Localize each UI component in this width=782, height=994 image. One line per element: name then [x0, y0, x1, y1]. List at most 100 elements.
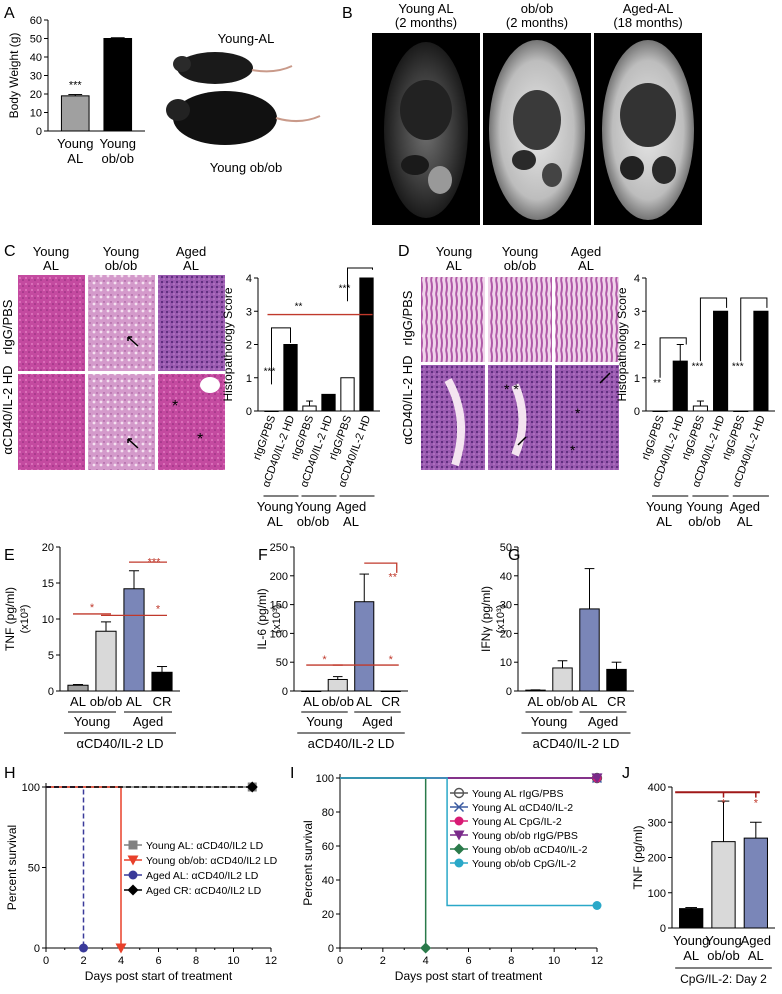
- legend-label: Young AL CpG/IL-2: [472, 816, 562, 828]
- d-arrow-2: [517, 436, 527, 446]
- significance-bracket: [659, 337, 687, 378]
- significance-label: ***: [69, 80, 83, 92]
- y-tick-label: 0: [660, 923, 666, 935]
- d-histo-young-al-control: [421, 277, 485, 362]
- group-label-line-1: Aged: [730, 499, 760, 514]
- panel-letter-e: E: [4, 547, 15, 564]
- group-label: Young: [306, 714, 342, 729]
- c-row-label-1: rIgG/PBS: [0, 299, 15, 354]
- x-category-label-line-2: AL: [683, 948, 699, 963]
- bar: [606, 668, 627, 692]
- significance-label: ***: [732, 361, 744, 372]
- mouse-photos: Young-AL Young ob/ob: [166, 31, 321, 175]
- mri-col-1-line-2: (2 months): [395, 15, 457, 30]
- x-category-label-line-1: Young: [673, 933, 709, 948]
- diamond-marker: [420, 942, 432, 954]
- d-asterisks: * *: [504, 381, 519, 397]
- photo-label-young-ob-ob: Young ob/ob: [210, 160, 283, 175]
- y-tick-label: 10: [30, 108, 42, 120]
- bar: [711, 841, 736, 929]
- y-tick-label: 3: [246, 306, 252, 318]
- d-col-header-3-line-1: Aged: [571, 244, 601, 259]
- d-col-header-3-line-2: AL: [578, 258, 594, 273]
- group-label-line-1: Young: [646, 499, 682, 514]
- mri-image-young-al: [372, 33, 480, 225]
- bar: [301, 690, 322, 692]
- x-axis-label: Days post start of treatment: [85, 969, 233, 983]
- bar: [380, 690, 401, 692]
- y-tick-label: 1: [246, 373, 252, 385]
- triangle-marker: [115, 943, 127, 954]
- bar: [359, 277, 374, 412]
- young-al-mouse-photo: [177, 52, 253, 84]
- bar: [743, 837, 768, 929]
- c-histo-young-al-treated: [18, 374, 85, 470]
- y-tick-label: 100: [648, 888, 666, 900]
- x-category-label: CR: [153, 694, 172, 709]
- d-col-header-1-line-2: AL: [446, 258, 462, 273]
- y-tick-label: 100: [22, 782, 40, 794]
- chart-f: 0 50 100 150 200 250 IL-6 (pg/ml) (x10³) AL ob/ob…: [255, 542, 408, 751]
- bar: [692, 405, 708, 412]
- square-marker: [128, 840, 138, 850]
- c-col-header-1-line-2: AL: [43, 258, 59, 273]
- y-tick-label: 40: [500, 571, 512, 583]
- x-category-label: AL: [70, 694, 86, 709]
- bar: [67, 684, 89, 692]
- significance-label: ***: [264, 366, 276, 377]
- bar: [552, 667, 573, 692]
- significance-bracket: [699, 297, 728, 362]
- bar: [327, 678, 348, 692]
- legend-label: Young ob/ob: αCD40/IL2 LD: [146, 855, 278, 867]
- y-tick-label: 1: [634, 373, 640, 385]
- x-category-label-line-1: Young: [100, 136, 136, 151]
- d-lumen-2: [511, 383, 527, 457]
- mri-col-2-line-1: ob/ob: [521, 1, 554, 16]
- bar: [264, 410, 279, 412]
- triangle-marker: [591, 773, 603, 784]
- d-asterisk-4: *: [570, 442, 576, 458]
- x-tick-label: 6: [465, 955, 471, 967]
- significance-label: **: [295, 302, 303, 313]
- x-tick-label: 0: [43, 955, 49, 967]
- y-tick-label: 4: [246, 273, 252, 285]
- x-category-label-line-2: AL: [67, 151, 83, 166]
- panel-letter-b: B: [342, 5, 353, 22]
- significance-label: *: [156, 604, 161, 616]
- y-tick-label: 0: [506, 686, 512, 698]
- y-tick-label: 30: [500, 600, 512, 612]
- group-label-line-2: ob/ob: [688, 514, 721, 529]
- y-tick-label: 300: [648, 817, 666, 829]
- significance-label: *: [90, 602, 95, 614]
- d-row-label-1: rIgG/PBS: [400, 290, 415, 345]
- panel-d: D Young AL Young ob/ob Aged AL rIgG/PBS …: [398, 243, 775, 529]
- x-category-label: CR: [381, 694, 400, 709]
- x-tick-label: 2: [380, 955, 386, 967]
- y-tick-label: 0: [48, 686, 54, 698]
- bar: [283, 344, 298, 412]
- legend-label: Young ob/ob αCD40/IL-2: [472, 844, 588, 856]
- y-tick-label: 200: [270, 571, 288, 583]
- d-histo-aged-al-treated: [555, 365, 619, 470]
- group-label-line-1: Young: [686, 499, 722, 514]
- c-arrow-2: [127, 438, 139, 449]
- legend-label: Young AL: αCD40/IL2 LD: [146, 840, 264, 852]
- triangle-marker: [127, 855, 139, 866]
- d-col-header-2-line-2: ob/ob: [504, 258, 537, 273]
- y-tick-label: 50: [30, 34, 42, 46]
- x-category-label-line-2: AL: [748, 948, 764, 963]
- bar: [302, 405, 317, 412]
- y-axis-label: TNF (pg/ml): [3, 587, 17, 651]
- y-tick-label: 250: [270, 542, 288, 554]
- group-label-line-1: Young: [295, 499, 331, 514]
- group-label-line-1: Aged: [336, 499, 366, 514]
- y-tick-label: 3: [634, 306, 640, 318]
- x-category-label: AL: [528, 694, 544, 709]
- c-arrow-1: [127, 336, 139, 347]
- x-category-label: ob/ob: [546, 694, 579, 709]
- y-axis-label: Histopathology Score: [615, 287, 629, 401]
